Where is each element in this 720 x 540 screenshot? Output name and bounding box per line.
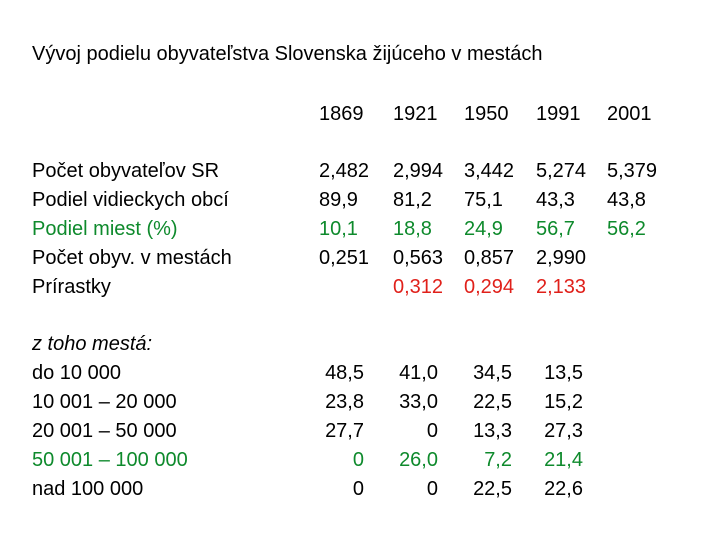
table-cell: 2,990	[536, 247, 587, 269]
table-cell: 27,7	[325, 420, 364, 442]
table-cell: 75,1	[464, 189, 503, 211]
table-cell: 34,5	[473, 362, 512, 384]
table-cell: 0,251	[319, 247, 370, 269]
row-label: 50 001 – 100 000	[32, 449, 188, 471]
table-cell: 23,8	[325, 391, 364, 413]
table-cell: 56,2	[607, 218, 646, 240]
table-cell: 3,442	[464, 160, 515, 182]
table-cell: 89,9	[319, 189, 358, 211]
row-label: Podiel vidieckych obcí	[32, 189, 229, 211]
year-header-1991: 1991	[536, 103, 581, 125]
table-cell: 26,0	[399, 449, 438, 471]
table-cell: 22,6	[544, 478, 583, 500]
table-cell: 5,274	[536, 160, 587, 182]
row-label: 10 001 – 20 000	[32, 391, 177, 413]
table-cell: 56,7	[536, 218, 575, 240]
table-cell: 15,2	[544, 391, 583, 413]
row-label: Prírastky	[32, 276, 111, 298]
table-cell: 22,5	[473, 478, 512, 500]
row-label: nad 100 000	[32, 478, 144, 500]
table-cell: 33,0	[399, 391, 438, 413]
table-cell: 2,994	[393, 160, 444, 182]
table-cell: 41,0	[399, 362, 438, 384]
table-cell: 43,8	[607, 189, 646, 211]
table-cell: 43,3	[536, 189, 575, 211]
table-cell: 0,294	[464, 276, 515, 298]
section-heading: z toho mestá:	[32, 333, 153, 355]
table-cell: 18,8	[393, 218, 432, 240]
table-cell: 2,482	[319, 160, 370, 182]
year-header-2001: 2001	[607, 103, 652, 125]
year-header-1950: 1950	[464, 103, 509, 125]
row-label: Počet obyvateľov SR	[32, 160, 220, 182]
table-cell: 0	[352, 449, 364, 471]
table-cell: 0,857	[464, 247, 515, 269]
table-cell: 0	[352, 478, 364, 500]
table-cell: 27,3	[544, 420, 583, 442]
row-label: 20 001 – 50 000	[32, 420, 177, 442]
year-header-1869: 1869	[319, 103, 364, 125]
table-cell: 5,379	[607, 160, 658, 182]
table-cell: 0	[426, 420, 438, 442]
year-header-1921: 1921	[393, 103, 438, 125]
row-label: Podiel miest (%)	[32, 218, 178, 240]
table-cell: 21,4	[544, 449, 583, 471]
table-cell: 0,563	[393, 247, 444, 269]
table-cell: 48,5	[325, 362, 364, 384]
row-label: do 10 000	[32, 362, 121, 384]
table-cell: 10,1	[319, 218, 358, 240]
table-cell: 0	[426, 478, 438, 500]
table-cell: 24,9	[464, 218, 503, 240]
row-label: Počet obyv. v mestách	[32, 247, 232, 269]
table-cell: 2,133	[536, 276, 587, 298]
table-cell: 13,3	[473, 420, 512, 442]
table-cell: 7,2	[484, 449, 512, 471]
table-cell: 81,2	[393, 189, 432, 211]
table-cell: 13,5	[544, 362, 583, 384]
table-cell: 22,5	[473, 391, 512, 413]
table-cell: 0,312	[393, 276, 444, 298]
page-title: Vývoj podielu obyvateľstva Slovenska žij…	[32, 43, 543, 65]
